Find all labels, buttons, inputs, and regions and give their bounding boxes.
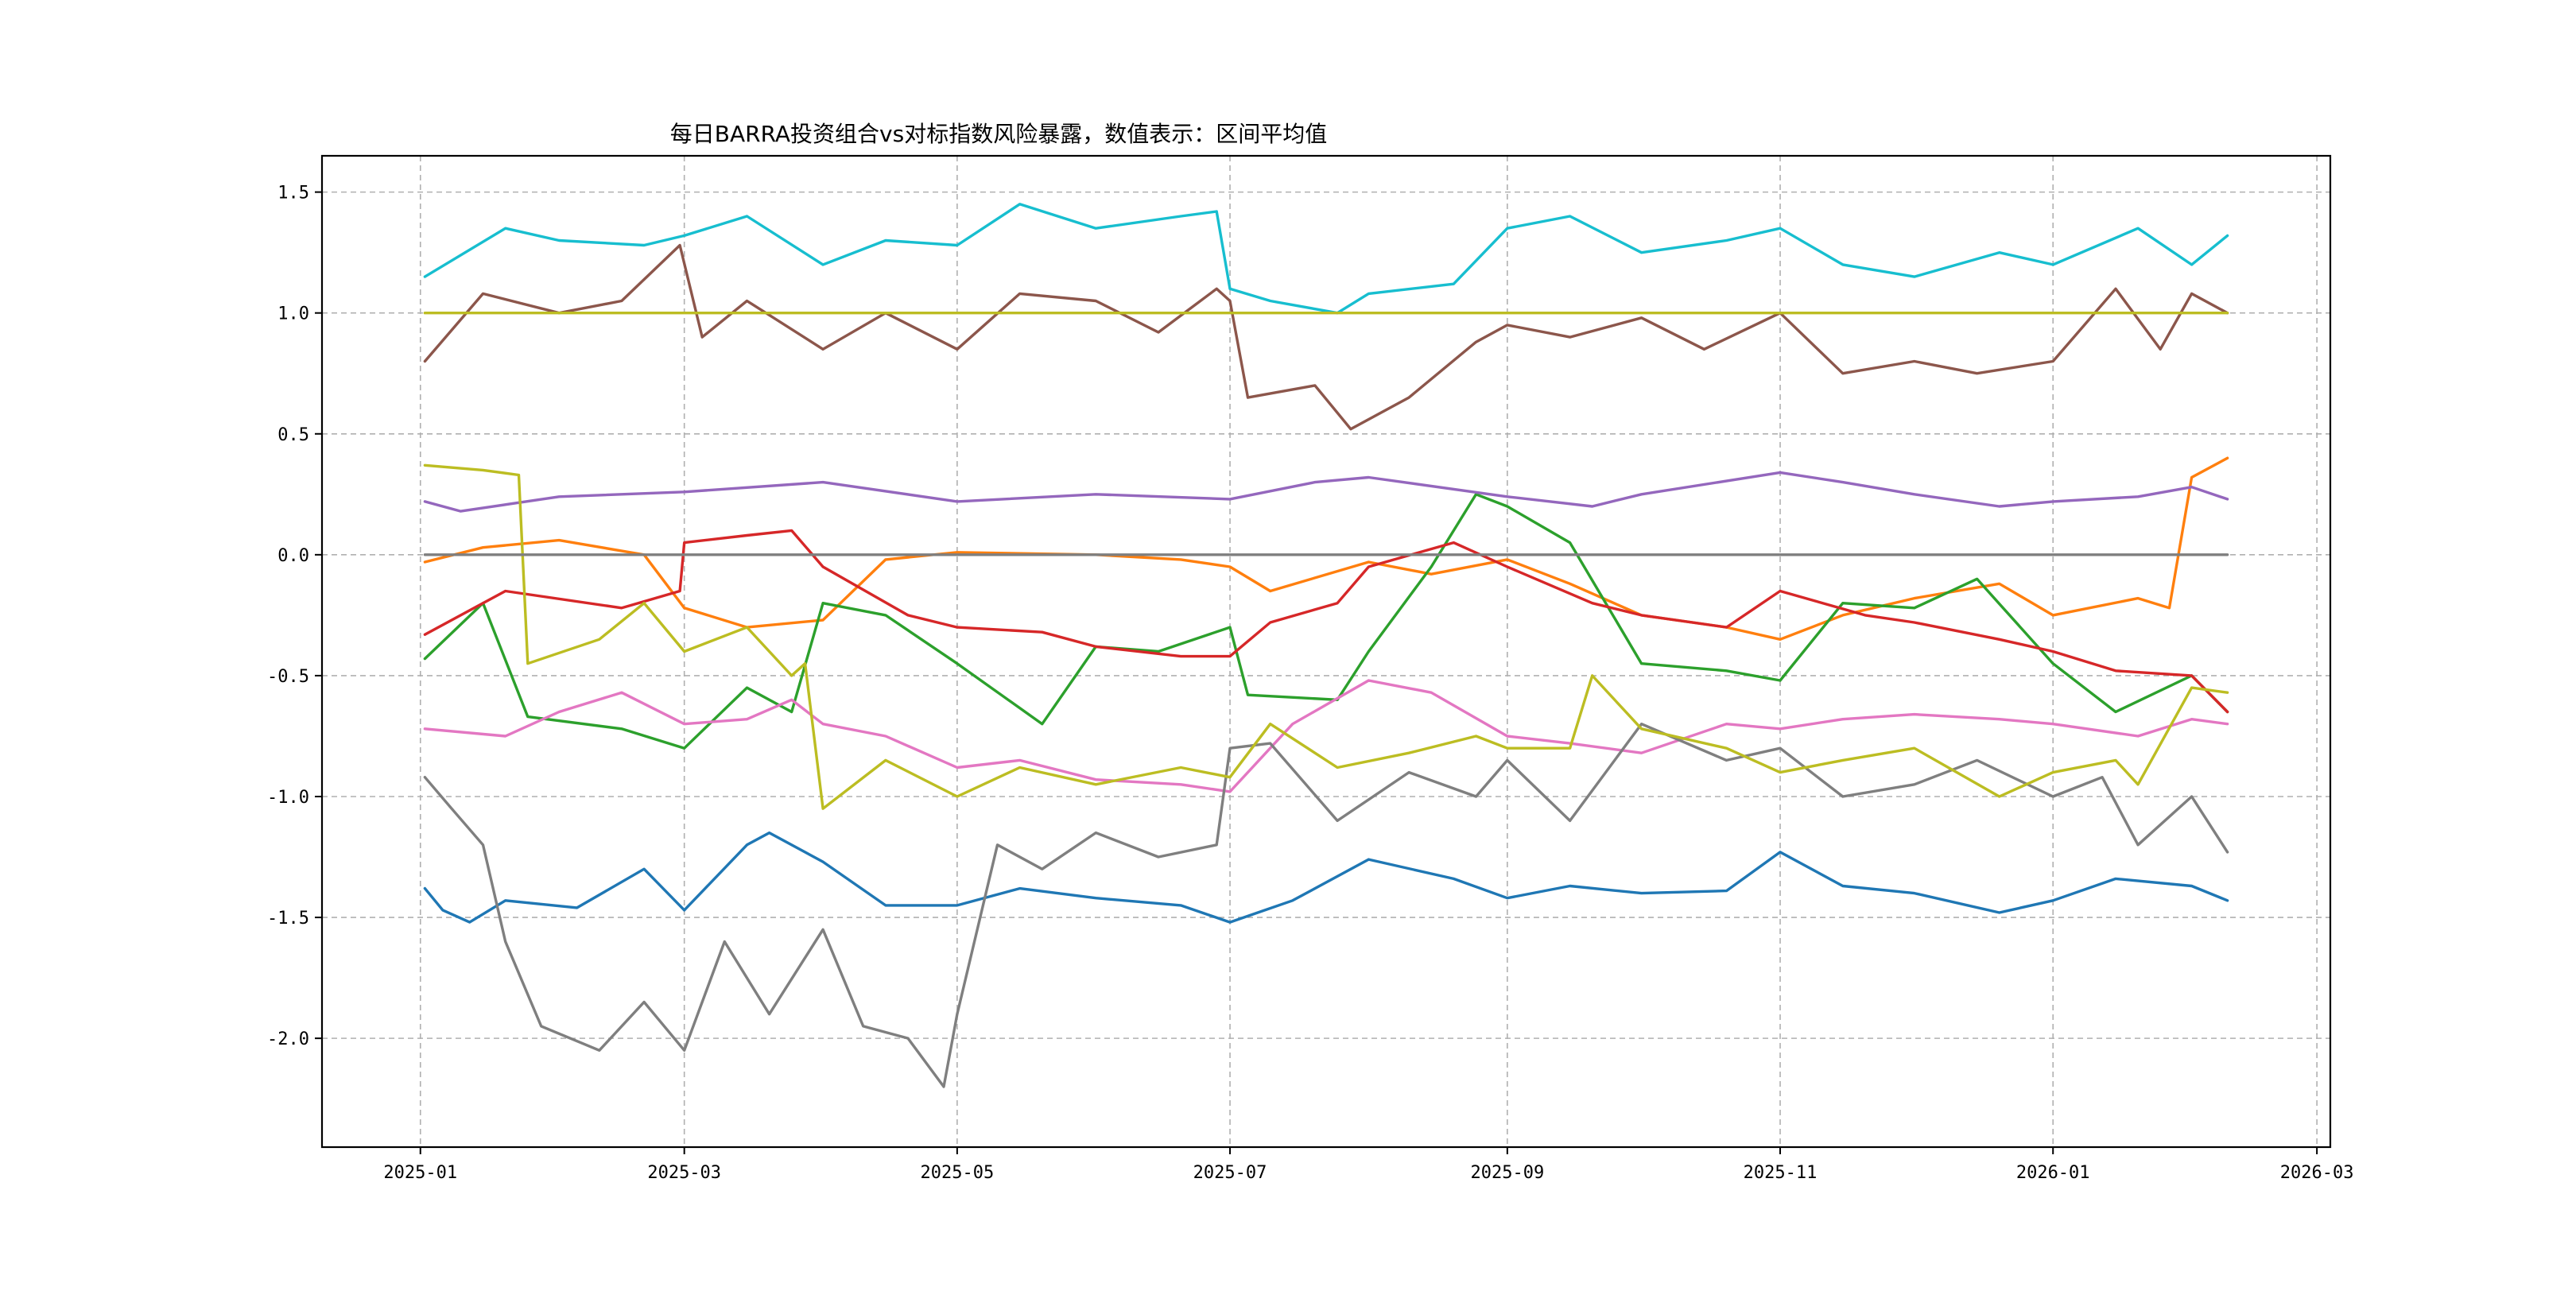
series-line-series-7 bbox=[423, 679, 2229, 793]
x-tick-label: 2026-01 bbox=[2016, 1163, 2090, 1183]
y-tick-label: -0.5 bbox=[267, 667, 309, 687]
y-tick-label: -1.5 bbox=[267, 909, 309, 929]
y-tick-label: -1.0 bbox=[267, 788, 309, 808]
series-line-series-4 bbox=[423, 529, 2229, 714]
series-line-series-6 bbox=[423, 243, 2229, 431]
x-tick-label: 2026-03 bbox=[2280, 1163, 2354, 1183]
x-tick-label: 2025-01 bbox=[383, 1163, 457, 1183]
series-line-series-5 bbox=[423, 471, 2229, 513]
series-line-series-8 bbox=[423, 723, 2229, 1088]
axis-ticks: 1.5 1.0 0.5 0.0 -0.5 -1.0 -1.5 -2.0 2025-01 2025-… bbox=[267, 184, 2353, 1183]
series-line-series-1 bbox=[423, 831, 2229, 924]
series-lines bbox=[423, 203, 2229, 1088]
y-tick-label: 1.0 bbox=[277, 304, 309, 324]
y-tick-label: 1.5 bbox=[277, 184, 309, 204]
x-tick-label: 2025-11 bbox=[1744, 1163, 1818, 1183]
plot-area-frame bbox=[320, 154, 2332, 1149]
x-tick-label: 2025-05 bbox=[921, 1163, 995, 1183]
chart-title: 每日BARRA投资组合vs对标指数风险暴露，数值表示：区间平均值 bbox=[670, 121, 1327, 147]
series-line-series-10 bbox=[423, 203, 2229, 315]
y-tick-label: 0.5 bbox=[277, 425, 309, 445]
x-tick-label: 2025-09 bbox=[1470, 1163, 1544, 1183]
y-tick-label: -2.0 bbox=[267, 1029, 309, 1049]
series-line-series-2 bbox=[423, 456, 2229, 641]
x-tick-label: 2025-07 bbox=[1193, 1163, 1267, 1183]
y-tick-label: 0.0 bbox=[277, 546, 309, 566]
series-line-series-9 bbox=[423, 463, 2229, 810]
x-tick-label: 2025-03 bbox=[647, 1163, 721, 1183]
